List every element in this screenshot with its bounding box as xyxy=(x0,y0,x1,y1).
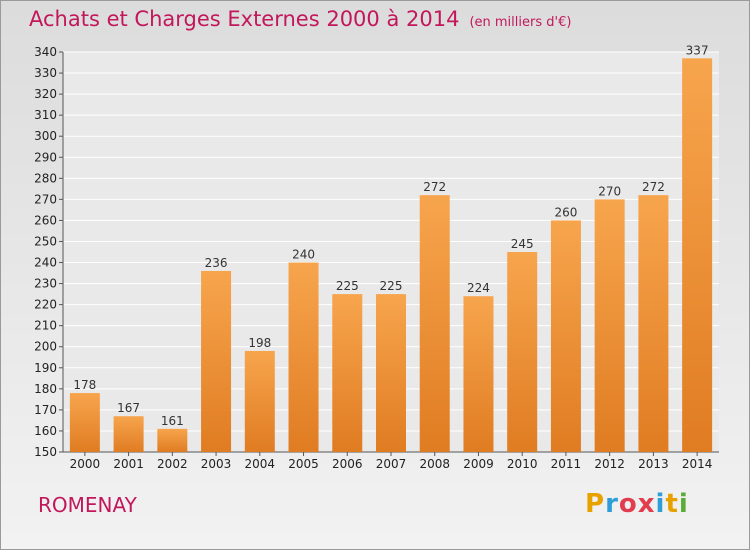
x-tick-label-2000: 2000 xyxy=(70,457,101,471)
y-tick-label: 280 xyxy=(34,171,57,185)
proxiti-logo: Proxiti xyxy=(585,489,689,519)
logo-letter: P xyxy=(585,489,606,519)
x-tick-label-2005: 2005 xyxy=(288,457,319,471)
axes: 150 160 170 180 190 200 210 220 230 240 250 260 270 2… xyxy=(34,45,719,471)
bar-2007 xyxy=(376,294,406,452)
value-label-2001: 167 xyxy=(117,401,140,415)
bar-2003 xyxy=(201,270,232,452)
value-label-2014: 337 xyxy=(686,43,709,57)
y-tick-label: 310 xyxy=(34,108,57,122)
bar-2001 xyxy=(113,416,144,452)
chart-title: Achats et Charges Externes 2000 à 2014 (e… xyxy=(29,7,571,31)
value-label-2013: 272 xyxy=(642,180,665,194)
value-label-2005: 240 xyxy=(292,248,315,262)
value-label-2009: 224 xyxy=(467,281,490,295)
value-label-2006: 225 xyxy=(336,279,359,293)
place-name: ROMENAY xyxy=(38,493,137,517)
y-tick-label: 190 xyxy=(34,361,57,375)
x-tick-label-2009: 2009 xyxy=(463,457,494,471)
bar-2002 xyxy=(157,428,188,452)
y-tick-label: 150 xyxy=(34,445,57,459)
logo-letter: r xyxy=(605,489,619,519)
y-tick-label: 320 xyxy=(34,87,57,101)
value-label-2008: 272 xyxy=(423,180,446,194)
logo-letter: t xyxy=(665,489,679,519)
x-tick-label-2008: 2008 xyxy=(419,457,450,471)
x-tick-label-2011: 2011 xyxy=(551,457,582,471)
bar-2010 xyxy=(507,252,538,452)
bar-2006 xyxy=(332,294,363,452)
bar-2011 xyxy=(550,220,581,452)
y-tick-label: 330 xyxy=(34,66,57,80)
y-tick-label: 240 xyxy=(34,256,57,270)
y-tick-label: 210 xyxy=(34,319,57,333)
y-tick-label: 230 xyxy=(34,277,57,291)
y-tick-label: 220 xyxy=(34,298,57,312)
x-tick-label-2002: 2002 xyxy=(157,457,188,471)
y-tick-label: 260 xyxy=(34,213,57,227)
value-label-2007: 225 xyxy=(380,279,403,293)
bar-2004 xyxy=(244,350,275,452)
logo-letter: o xyxy=(618,489,638,519)
x-tick-label-2004: 2004 xyxy=(245,457,276,471)
logo-letter: i xyxy=(678,489,689,519)
value-label-2011: 260 xyxy=(554,205,577,219)
chart-subtitle: (en milliers d'€) xyxy=(469,15,572,30)
x-tick-label-2006: 2006 xyxy=(332,457,363,471)
y-tick-label: 300 xyxy=(34,129,57,143)
y-tick-label: 180 xyxy=(34,382,57,396)
x-tick-label-2007: 2007 xyxy=(376,457,407,471)
bar-2013 xyxy=(638,195,669,452)
value-label-2000: 178 xyxy=(73,378,96,392)
value-label-2004: 198 xyxy=(248,336,271,350)
value-label-2012: 270 xyxy=(598,184,621,198)
x-tick-label-2013: 2013 xyxy=(638,457,669,471)
value-label-2010: 245 xyxy=(511,237,534,251)
y-tick-label: 250 xyxy=(34,234,57,248)
x-tick-label-2014: 2014 xyxy=(682,457,713,471)
bar-2009 xyxy=(463,296,494,452)
y-tick-label: 340 xyxy=(34,45,57,59)
bars: 178 167 161 236 198 240 225 225 272 224 245 260 270 2… xyxy=(69,43,713,452)
y-tick-label: 170 xyxy=(34,403,57,417)
chart-title-text: Achats et Charges Externes 2000 à 2014 xyxy=(29,7,460,31)
logo-letter: i xyxy=(655,489,666,519)
y-tick-label: 270 xyxy=(34,192,57,206)
x-tick-label-2010: 2010 xyxy=(507,457,538,471)
x-tick-label-2001: 2001 xyxy=(113,457,144,471)
value-label-2002: 161 xyxy=(161,414,184,428)
bar-2005 xyxy=(288,262,319,452)
bar-2000 xyxy=(69,393,100,452)
y-tick-label: 160 xyxy=(34,424,57,438)
y-tick-label: 200 xyxy=(34,340,57,354)
bar-2012 xyxy=(594,199,625,452)
logo-letter: x xyxy=(637,489,656,519)
bar-2014 xyxy=(682,58,713,452)
bar-2008 xyxy=(419,195,450,452)
x-tick-label-2012: 2012 xyxy=(594,457,625,471)
value-label-2003: 236 xyxy=(205,256,228,270)
x-tick-label-2003: 2003 xyxy=(201,457,232,471)
y-tick-label: 290 xyxy=(34,150,57,164)
